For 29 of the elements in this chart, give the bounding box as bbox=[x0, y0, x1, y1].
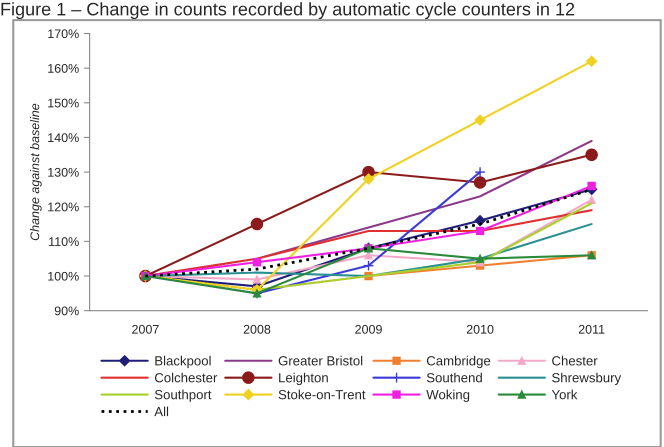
y-tick-label: 160% bbox=[48, 64, 79, 73]
legend-label: Greater Bristol bbox=[278, 356, 362, 366]
legend-label: Chester bbox=[552, 356, 598, 366]
legend-label: Southport bbox=[154, 390, 212, 402]
chart-title: Figure 1 – Change in counts recorded by automatic cycle counters in 12 bbox=[1, 2, 574, 20]
legend-label: Southend bbox=[426, 372, 482, 382]
y-tick-label: 100% bbox=[48, 272, 79, 281]
y-tick-label: 90% bbox=[54, 306, 79, 316]
legend-label: Cambridge bbox=[426, 356, 490, 368]
legend-label: Blackpool bbox=[155, 356, 211, 368]
x-tick-label: 2010 bbox=[466, 324, 494, 334]
legend-label: Leighton bbox=[279, 372, 328, 386]
y-tick-label: 130% bbox=[48, 168, 79, 177]
legend-label: Colchester bbox=[154, 372, 218, 382]
y-tick-label: 150% bbox=[48, 98, 79, 108]
legend-label: Shrewsbury bbox=[552, 372, 622, 386]
legend-label: York bbox=[552, 390, 578, 400]
y-tick-label: 170% bbox=[48, 29, 79, 38]
x-tick-label: 2009 bbox=[355, 324, 382, 334]
legend-label: All bbox=[154, 406, 168, 416]
y-tick-label: 140% bbox=[48, 133, 79, 142]
x-tick-label: 2007 bbox=[132, 324, 159, 334]
x-tick-label: 2008 bbox=[244, 324, 270, 334]
y-axis-title: Change against baseline bbox=[30, 104, 42, 240]
y-tick-label: 110% bbox=[49, 237, 79, 246]
legend-label: Woking bbox=[426, 390, 470, 402]
legend-label: Stoke-on-Trent bbox=[278, 390, 366, 400]
x-tick-label: 2011 bbox=[578, 324, 604, 334]
y-tick-label: 120% bbox=[48, 202, 79, 212]
